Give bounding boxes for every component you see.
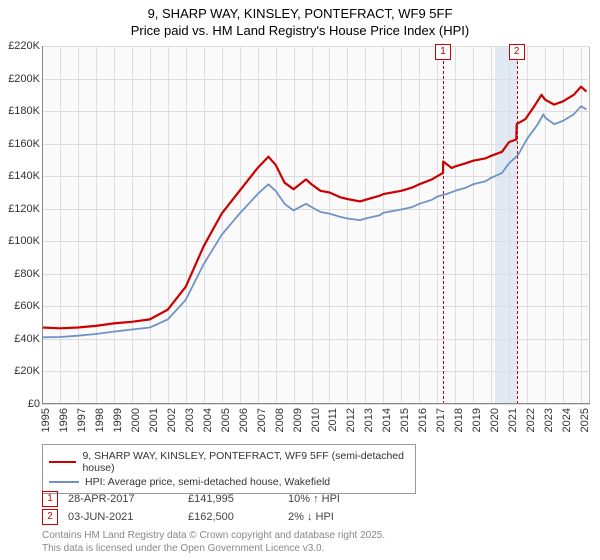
x-tick-label: 2003: [184, 408, 196, 432]
x-tick-label: 2014: [381, 408, 393, 432]
series-lines: [42, 46, 590, 404]
x-tick-label: 1997: [76, 408, 88, 432]
x-axis: [42, 403, 590, 404]
x-tick-label: 1995: [40, 408, 52, 432]
sale-pct-vs-hpi: 2% ↓ HPI: [288, 511, 388, 523]
y-tick-label: £80K: [0, 268, 40, 280]
footer-attribution: Contains HM Land Registry data © Crown c…: [42, 530, 385, 555]
marker-box-1: 1: [435, 44, 451, 60]
x-tick-label: 2023: [543, 408, 555, 432]
x-tick-label: 2011: [327, 408, 339, 432]
legend-swatch: [49, 461, 76, 463]
x-tick-label: 2025: [579, 408, 591, 432]
title-block: 9, SHARP WAY, KINSLEY, PONTEFRACT, WF9 5…: [0, 0, 600, 40]
x-tick-label: 2012: [345, 408, 357, 432]
sales-table: 1 28-APR-2017 £141,995 10% ↑ HPI 2 03-JU…: [42, 490, 388, 526]
x-tick-label: 2010: [310, 408, 322, 432]
x-tick-label: 1998: [94, 408, 106, 432]
sale-date: 28-APR-2017: [68, 493, 178, 505]
x-tick-label: 2024: [561, 408, 573, 432]
x-tick-label: 2002: [166, 408, 178, 432]
y-tick-label: £100K: [0, 235, 40, 247]
x-tick-label: 2013: [363, 408, 375, 432]
legend-row-price-paid: 9, SHARP WAY, KINSLEY, PONTEFRACT, WF9 5…: [49, 449, 409, 475]
x-tick-label: 2005: [220, 408, 232, 432]
x-tick-label: 2000: [130, 408, 142, 432]
marker-box-2: 2: [509, 44, 525, 60]
x-tick-label: 2018: [453, 408, 465, 432]
y-tick-label: £180K: [0, 105, 40, 117]
series-hpi: [42, 106, 586, 337]
chart-plot-area: [42, 46, 590, 404]
sale-date: 03-JUN-2021: [68, 511, 178, 523]
y-tick-label: £60K: [0, 300, 40, 312]
x-tick-label: 1999: [112, 408, 124, 432]
sale-pct-vs-hpi: 10% ↑ HPI: [288, 493, 388, 505]
x-tick-label: 2021: [507, 408, 519, 432]
x-tick-label: 2016: [417, 408, 429, 432]
marker-vline-1: [443, 46, 444, 404]
legend-label: HPI: Average price, semi-detached house,…: [85, 476, 330, 488]
x-tick-label: 2017: [435, 408, 447, 432]
marker-vline-2: [517, 46, 518, 404]
x-tick-label: 2008: [274, 408, 286, 432]
x-tick-label: 2001: [148, 408, 160, 432]
x-tick-label: 2015: [399, 408, 411, 432]
legend-label: 9, SHARP WAY, KINSLEY, PONTEFRACT, WF9 5…: [82, 450, 409, 474]
legend-row-hpi: HPI: Average price, semi-detached house,…: [49, 475, 409, 489]
footer-line-1: Contains HM Land Registry data © Crown c…: [42, 530, 385, 543]
legend: 9, SHARP WAY, KINSLEY, PONTEFRACT, WF9 5…: [42, 444, 416, 494]
x-tick-label: 2022: [525, 408, 537, 432]
sales-row: 1 28-APR-2017 £141,995 10% ↑ HPI: [42, 490, 388, 508]
title-line-1: 9, SHARP WAY, KINSLEY, PONTEFRACT, WF9 5…: [0, 6, 600, 23]
legend-swatch: [49, 481, 79, 483]
sale-marker-1: 1: [42, 491, 58, 507]
footer-line-2: This data is licensed under the Open Gov…: [42, 543, 385, 556]
x-tick-label: 2019: [471, 408, 483, 432]
x-tick-label: 1996: [58, 408, 70, 432]
x-tick-label: 2004: [202, 408, 214, 432]
x-tick-label: 2020: [489, 408, 501, 432]
y-tick-label: £40K: [0, 333, 40, 345]
x-tick-label: 2006: [238, 408, 250, 432]
y-tick-label: £160K: [0, 138, 40, 150]
x-tick-label: 2009: [292, 408, 304, 432]
y-tick-label: £0: [0, 398, 40, 410]
y-tick-label: £140K: [0, 170, 40, 182]
y-tick-label: £120K: [0, 203, 40, 215]
y-tick-label: £20K: [0, 365, 40, 377]
sales-row: 2 03-JUN-2021 £162,500 2% ↓ HPI: [42, 508, 388, 526]
sale-price: £162,500: [188, 511, 278, 523]
title-line-2: Price paid vs. HM Land Registry's House …: [0, 23, 600, 40]
sale-marker-2: 2: [42, 509, 58, 525]
y-axis: [42, 46, 43, 404]
sale-price: £141,995: [188, 493, 278, 505]
series-price_paid: [42, 87, 586, 329]
chart-container: 9, SHARP WAY, KINSLEY, PONTEFRACT, WF9 5…: [0, 0, 600, 560]
y-tick-label: £220K: [0, 40, 40, 52]
y-tick-label: £200K: [0, 73, 40, 85]
x-tick-label: 2007: [256, 408, 268, 432]
